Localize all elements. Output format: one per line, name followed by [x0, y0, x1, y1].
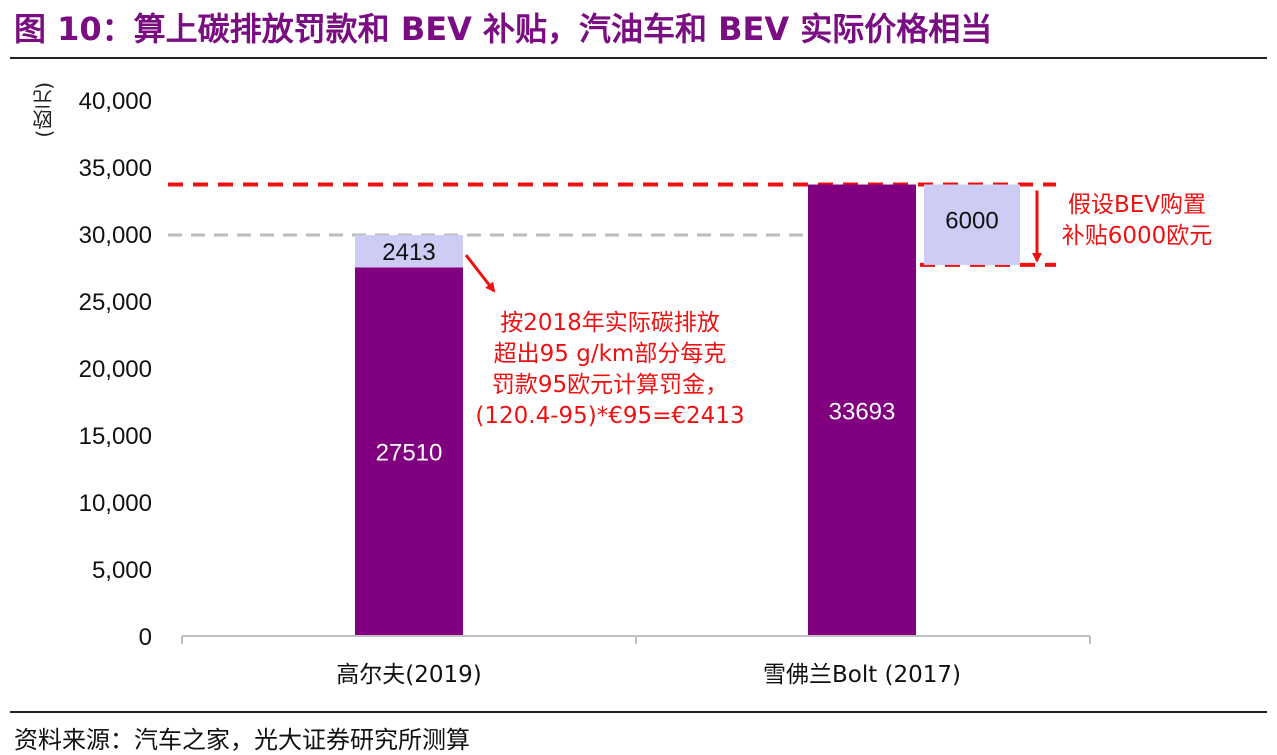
- bar-base-0: [355, 267, 463, 636]
- x-tick-label-0: 高尔夫(2019): [336, 662, 481, 688]
- y-tick-label: 40,000: [79, 88, 152, 115]
- bars: [355, 184, 1020, 636]
- carbon-fine-arrow: [464, 254, 496, 293]
- title-rule: [10, 57, 1267, 59]
- labels: 2413 27510 高尔夫(2019) 6000 33693 雪佛兰Bolt (2017…: [336, 208, 998, 688]
- data-label-addon-0: 2413: [382, 239, 435, 266]
- y-tick-label: 15,000: [79, 423, 152, 450]
- y-tick-label: 35,000: [79, 155, 152, 182]
- data-label-subsidy: 6000: [945, 208, 998, 235]
- y-tick-label: 25,000: [79, 289, 152, 316]
- bar-subsidy-1: [924, 184, 1020, 265]
- bar-chart: 0 5,000 10,000 15,000 20,000 25,000 30,000 35,0…: [79, 88, 1091, 688]
- bar-base-1: [808, 184, 916, 636]
- x-tick-label-1: 雪佛兰Bolt (2017): [763, 662, 961, 688]
- source-note: 资料来源：汽车之家，光大证券研究所测算: [14, 726, 470, 754]
- bev-subsidy-annotation: 假设BEV购置 补贴6000欧元: [1061, 192, 1213, 249]
- data-label-base-0: 27510: [376, 440, 443, 467]
- y-tick-label: 10,000: [79, 490, 152, 517]
- data-label-base-1: 33693: [829, 398, 896, 425]
- bottom-rule: [10, 711, 1267, 713]
- annotation-arrows: [464, 190, 1042, 293]
- y-tick-label: 20,000: [79, 356, 152, 383]
- y-tick-label: 5,000: [92, 557, 152, 584]
- figure-title: 图 10：算上碳排放罚款和 BEV 补贴，汽油车和 BEV 实际价格相当: [14, 10, 993, 48]
- carbon-fine-annotation: 按2018年实际碳排放 超出95 g/km部分每克 罚款95欧元计算罚金， (1…: [475, 310, 745, 429]
- axes: 0 5,000 10,000 15,000 20,000 25,000 30,000 35,0…: [79, 88, 1091, 651]
- y-tick-label: 30,000: [79, 222, 152, 249]
- bar-addon-0: [355, 235, 463, 268]
- reference-lines: [168, 182, 1056, 267]
- y-tick-label: 0: [139, 624, 152, 651]
